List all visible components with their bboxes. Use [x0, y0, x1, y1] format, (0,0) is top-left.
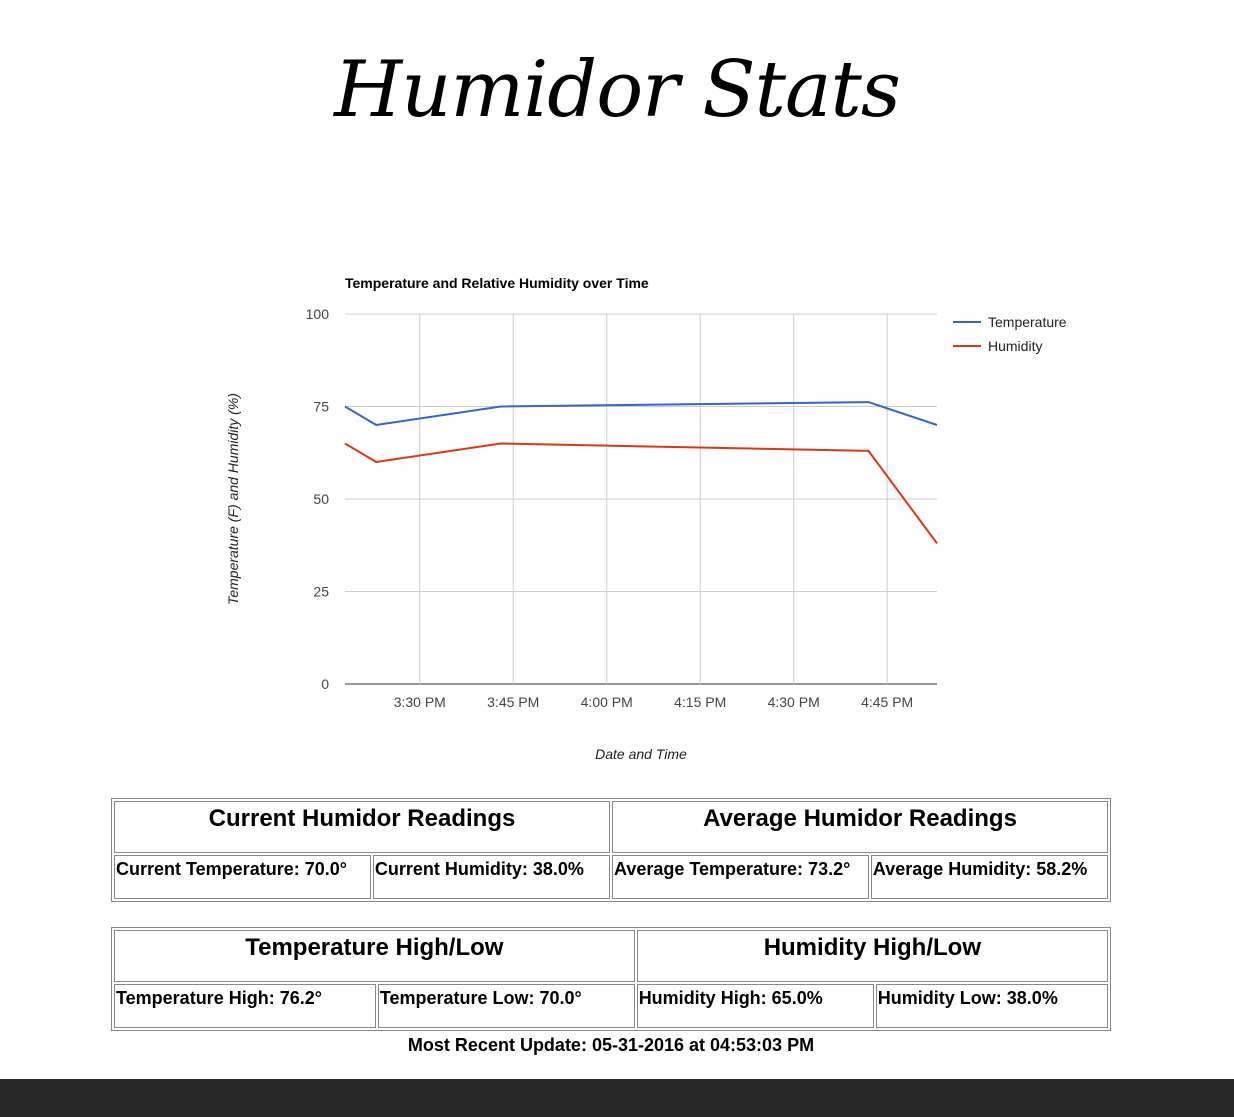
x-tick-label: 4:00 PM — [581, 694, 633, 710]
line-chart: Temperature and Relative Humidity over T… — [225, 275, 1067, 762]
x-tick-label: 4:15 PM — [674, 694, 726, 710]
x-tick-label: 3:30 PM — [394, 694, 446, 710]
temperature-high-low-header: Temperature High/Low — [114, 930, 635, 982]
x-tick-label: 4:30 PM — [768, 694, 820, 710]
y-tick-label: 75 — [313, 399, 329, 415]
x-tick-label: 3:45 PM — [487, 694, 539, 710]
legend-label-temperature: Temperature — [988, 314, 1067, 330]
x-tick-label: 4:45 PM — [861, 694, 913, 710]
current-readings-header: Current Humidor Readings — [114, 801, 610, 853]
y-tick-label: 100 — [306, 306, 330, 322]
current-humidity-cell: Current Humidity: 38.0% — [372, 855, 610, 899]
y-tick-label: 25 — [313, 584, 329, 600]
current-average-readings-table: Current Humidor Readings Average Humidor… — [111, 798, 1111, 902]
series-line-humidity — [344, 442, 938, 544]
current-temperature-cell: Current Temperature: 70.0° — [114, 855, 371, 899]
footer-bar — [0, 1079, 1234, 1117]
most-recent-update: Most Recent Update: 05-31-2016 at 04:53:… — [407, 1035, 815, 1055]
high-low-table: Temperature High/Low Humidity High/Low T… — [111, 927, 1111, 1031]
humidity-high-cell: Humidity High: 65.0% — [636, 984, 874, 1028]
temperature-low-cell: Temperature Low: 70.0° — [377, 984, 635, 1028]
y-axis-title: Temperature (F) and Humidity (%) — [225, 393, 241, 605]
series-line-temperature — [344, 401, 938, 426]
y-tick-label: 0 — [321, 676, 329, 692]
y-tick-label: 50 — [313, 491, 329, 507]
temperature-high-cell: Temperature High: 76.2° — [114, 984, 376, 1028]
humidity-low-cell: Humidity Low: 38.0% — [875, 984, 1108, 1028]
chart-title: Temperature and Relative Humidity over T… — [345, 275, 649, 291]
humidity-high-low-header: Humidity High/Low — [636, 930, 1108, 982]
average-humidity-cell: Average Humidity: 58.2% — [870, 855, 1108, 899]
average-readings-header: Average Humidor Readings — [611, 801, 1108, 853]
average-temperature-cell: Average Temperature: 73.2° — [611, 855, 869, 899]
page-title: Humidor Stats — [334, 45, 901, 135]
x-axis-title: Date and Time — [595, 746, 687, 762]
legend-label-humidity: Humidity — [988, 338, 1042, 354]
